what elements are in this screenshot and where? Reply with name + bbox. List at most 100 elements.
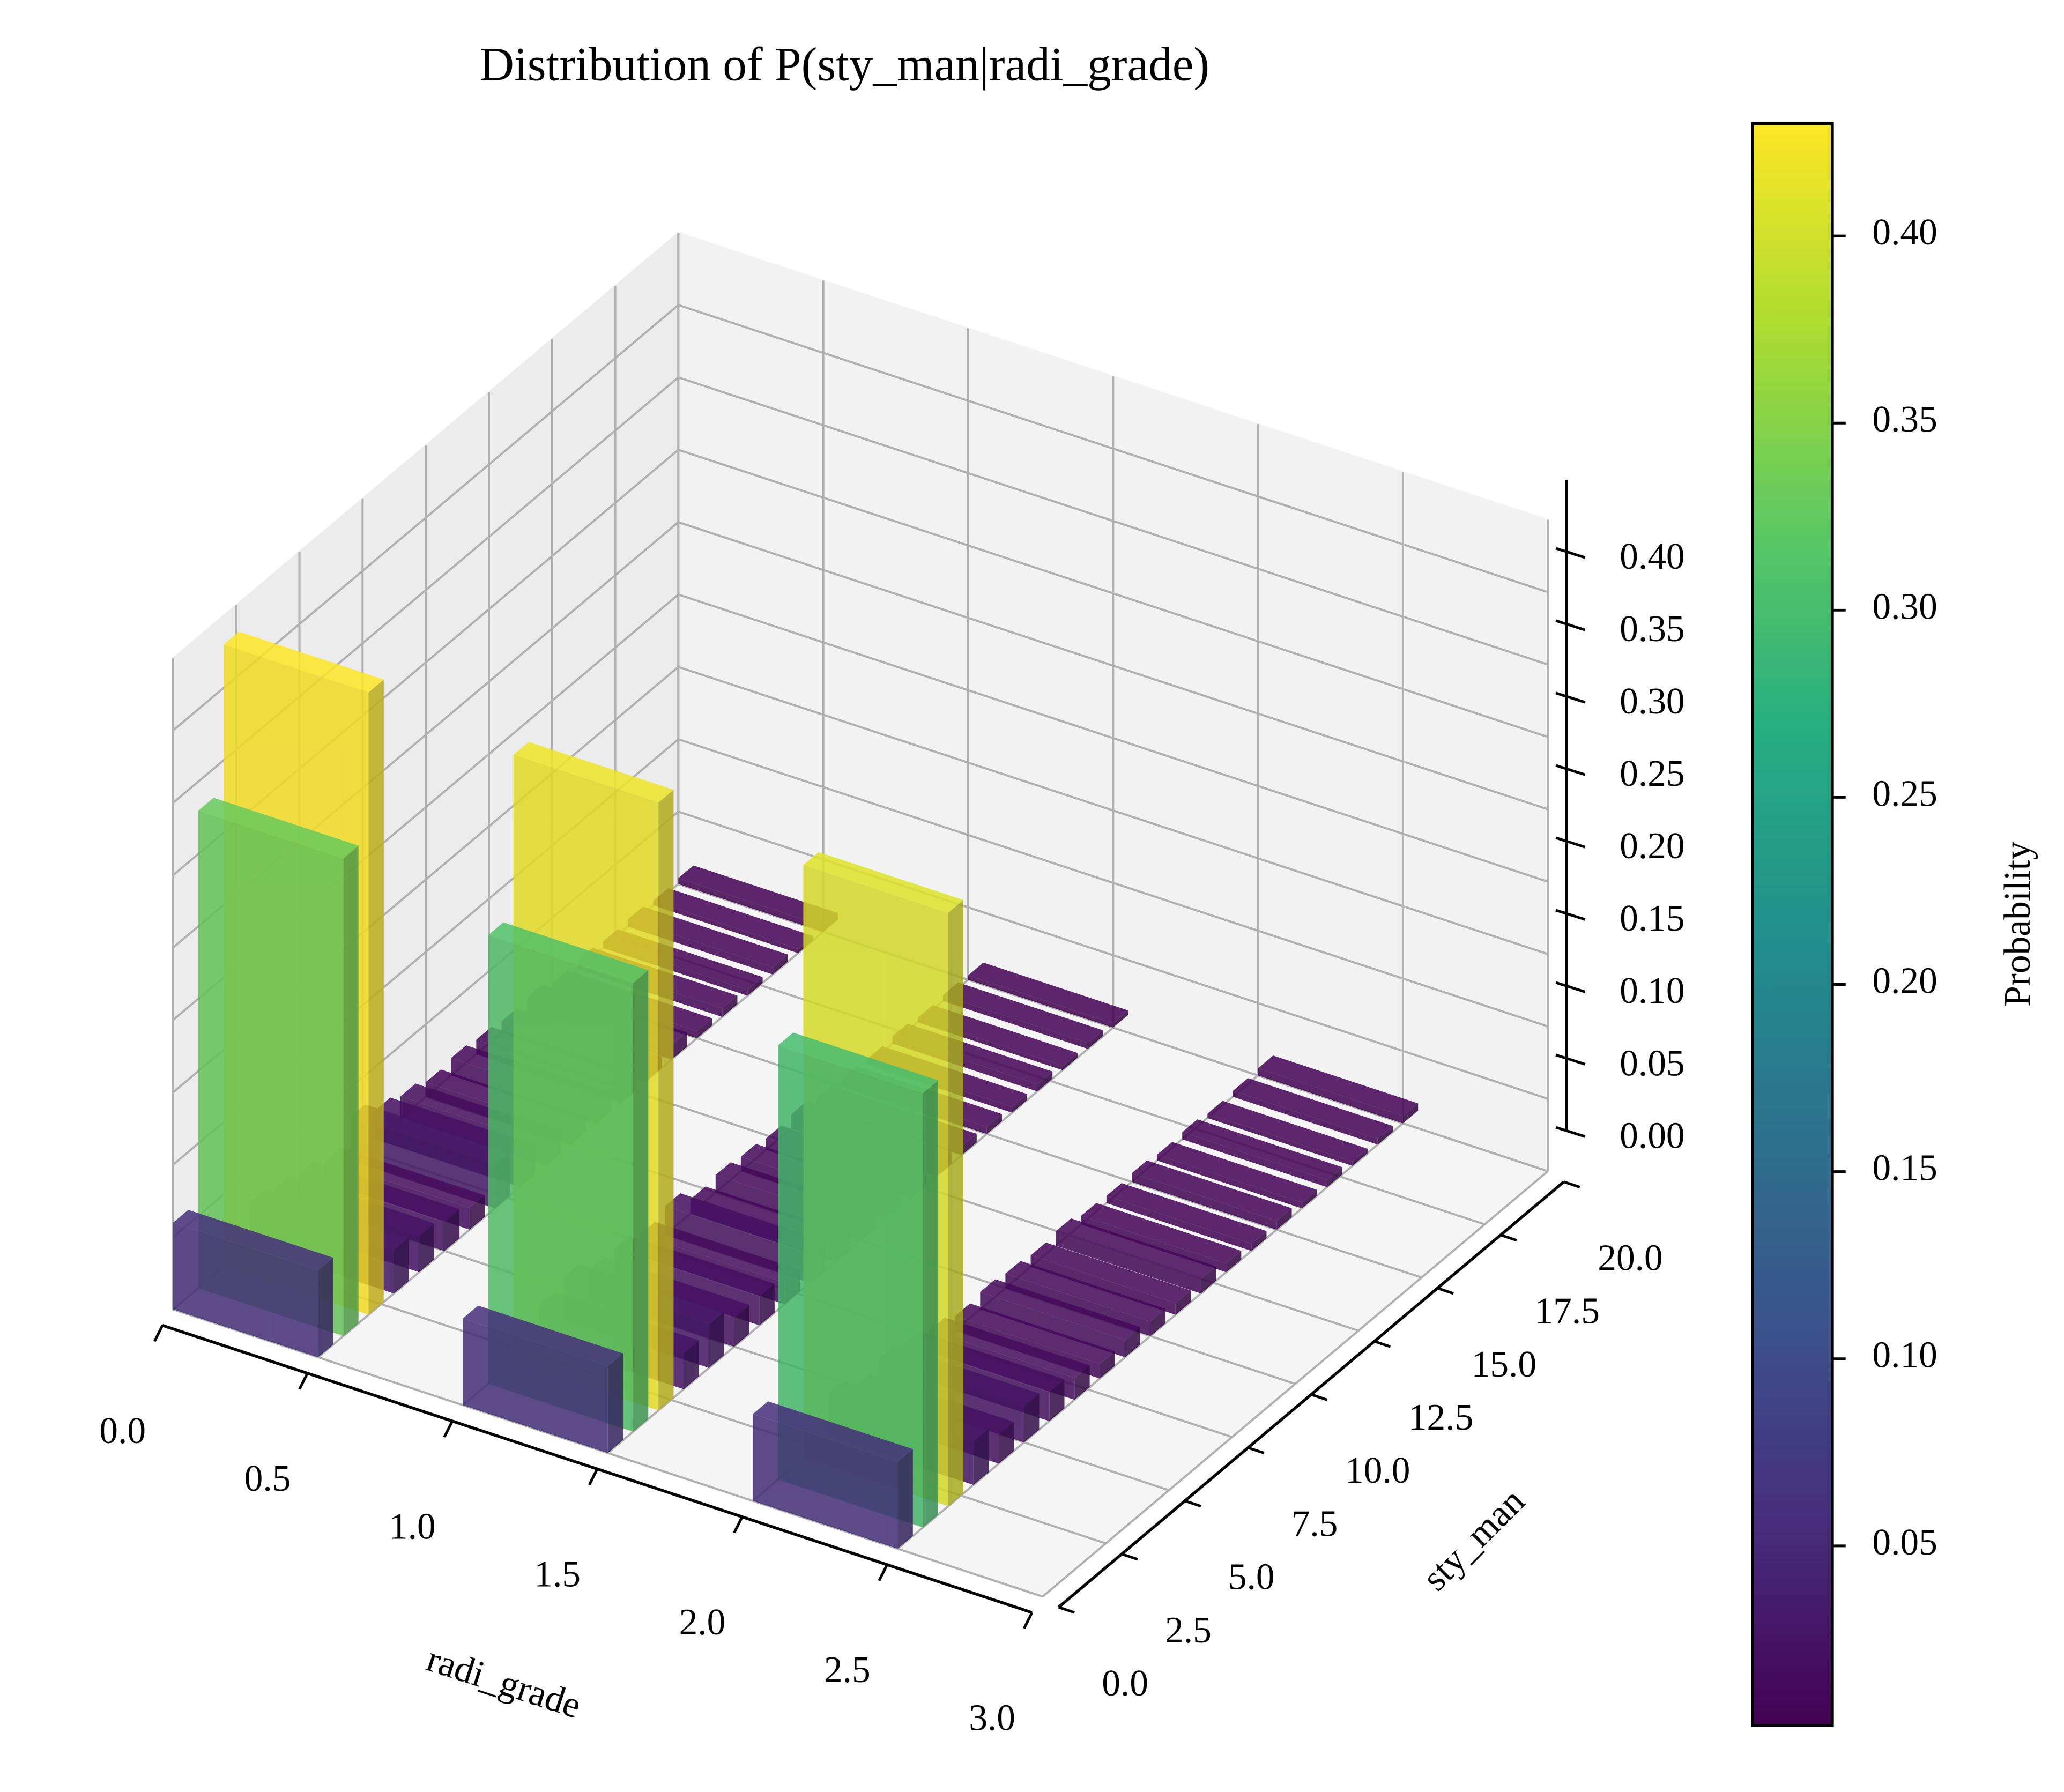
bar-side [999,1422,1014,1464]
bar-side [722,995,738,1017]
z-tick-label: 0.15 [1620,898,1685,939]
y-tick-label: 17.5 [1534,1291,1600,1332]
bar-side [747,977,763,996]
bar-top [1207,1101,1368,1162]
bar-front [1207,1113,1353,1166]
grid-line [678,593,1548,883]
bar-front [198,811,344,1336]
bar-side [1251,1231,1267,1251]
bar-side [1049,1379,1065,1422]
y-tick [1248,1446,1265,1454]
bar [1030,1243,1191,1315]
bar [1207,1101,1368,1166]
colorbar-tick-label: 0.05 [1872,1522,1937,1563]
bar-side [419,1223,435,1273]
colorbar-tick-label: 0.25 [1872,773,1937,814]
bar-front [942,995,1088,1049]
bar [1157,1142,1317,1209]
bar-side [923,1080,938,1528]
bar-side [1175,1290,1191,1315]
x-tick [153,1325,164,1342]
bar [1106,1183,1267,1251]
bar-front [1157,1155,1302,1209]
bar [488,922,649,1432]
y-tick [1437,1287,1454,1295]
z-tick [1555,547,1586,559]
bar-side [444,1209,460,1251]
colorbar-tick-label: 0.20 [1872,960,1937,1001]
bar-side [973,1429,989,1485]
x-tick-label: 3.0 [969,1697,1015,1738]
bar-top [640,1222,800,1283]
colorbar-tick-label: 0.40 [1872,212,1937,253]
bar-top [930,1317,1090,1378]
colorbar-label: Probability [1997,841,2038,1007]
x-tick-label: 0.0 [99,1410,146,1452]
z-tick [1555,981,1586,993]
bar-front [1030,1255,1176,1315]
z-tick [1555,691,1586,704]
bar-side [658,790,674,1411]
bar-front [778,1045,923,1528]
bar-top [980,1279,1140,1340]
bar-front [980,1292,1125,1358]
z-tick-label: 0.10 [1620,970,1685,1012]
bar-side [1402,1103,1419,1124]
bar-side [607,1353,623,1453]
bar [1182,1119,1342,1187]
y-tick-label: 20.0 [1598,1237,1663,1278]
colorbar-tick-label: 0.30 [1872,586,1937,627]
z-tick-label: 0.30 [1620,681,1685,722]
bar-side [633,970,649,1432]
bar-top [1005,1261,1165,1322]
bar-top [1030,1243,1191,1304]
x-tick-label: 1.5 [534,1554,581,1595]
bar-top [778,1032,938,1094]
y-tick [1058,1605,1075,1614]
bar-top [1106,1183,1267,1244]
grid-line [678,449,1548,738]
grid-line [678,376,1548,666]
bar [1056,1218,1216,1294]
bar-top [173,1210,333,1271]
bar [173,1210,333,1358]
y-tick-label: 15.0 [1472,1344,1537,1385]
bar-side [1113,1010,1128,1028]
z-tick [1555,909,1586,921]
bar-front [350,1117,495,1209]
bar-side [759,1283,775,1326]
y-tick [1373,1340,1391,1348]
bar [1233,1078,1393,1145]
y-tick [1184,1499,1201,1508]
bar-top [1131,1160,1292,1221]
bar-front [678,878,823,932]
x-tick-label: 0.5 [244,1458,291,1499]
bar-top [1182,1119,1342,1180]
bar-top [198,798,359,859]
bar-side [773,954,788,975]
y-tick-label: 12.5 [1408,1397,1474,1438]
bar-top [678,865,838,926]
z-tick [1555,836,1586,849]
x-tick-label: 2.0 [679,1602,726,1643]
bar-front [968,975,1113,1028]
grid-line [678,738,1548,1028]
colorbar-tick-label: 0.10 [1872,1335,1937,1376]
bar-top [753,1401,913,1462]
bar-side [1037,1071,1053,1092]
z-tick-label: 0.35 [1620,608,1685,650]
bar-side [1024,1393,1040,1442]
bar-front [1233,1091,1378,1145]
colorbar [1751,122,1834,1727]
colorbar-tick-label: 0.15 [1872,1148,1937,1189]
bar-top [1056,1218,1216,1279]
y-tick [1563,1180,1580,1188]
bar-side [1200,1266,1216,1294]
y-tick-label: 5.0 [1228,1557,1275,1598]
y-tick-label: 10.0 [1345,1450,1410,1491]
grid-line [678,521,1548,811]
bar-side [948,899,964,1506]
bar-side [469,1195,485,1230]
x-tick [443,1420,454,1438]
